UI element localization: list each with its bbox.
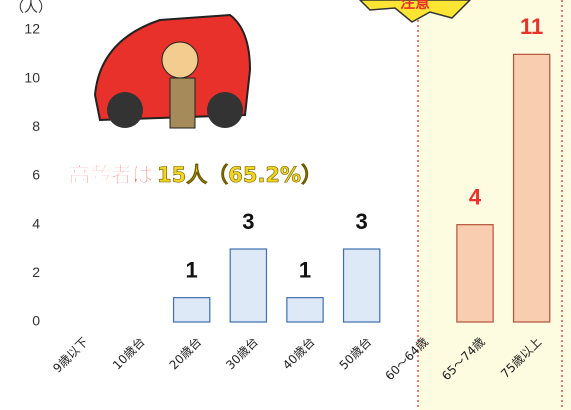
value-label: 3 [356, 209, 368, 234]
bar [287, 298, 323, 322]
x-tick-label: 40歳台 [279, 334, 317, 372]
value-label: 3 [242, 209, 254, 234]
y-axis-label: （人） [10, 0, 52, 16]
annotation: 高齢者は [69, 163, 153, 187]
bar [174, 298, 210, 322]
x-tick-label: 10歳台 [109, 334, 147, 372]
annotation: 15人（65.2%） [157, 163, 322, 187]
x-tick-label: 20歳台 [166, 334, 204, 372]
bar [514, 54, 550, 322]
bar [344, 249, 380, 322]
y-tick-label: 10 [24, 69, 40, 85]
value-label: 1 [299, 257, 311, 282]
bar [230, 249, 266, 322]
x-tick-label: 30歳台 [223, 334, 261, 372]
value-label: 11 [520, 14, 543, 39]
bar [457, 225, 493, 322]
illustration [95, 15, 250, 128]
y-tick-label: 2 [32, 264, 40, 280]
value-label: 4 [469, 184, 482, 209]
y-tick-label: 12 [24, 21, 40, 37]
y-tick-label: 4 [32, 215, 40, 231]
badge-text: 注意 [400, 0, 430, 12]
chart: 注意 （人） 高齢者は 15人（65.2%） 0 2 4 6 8 10 12 9歳以下 10歳台… [0, 0, 571, 410]
y-tick-label: 8 [32, 118, 40, 134]
y-tick-label: 6 [32, 167, 40, 183]
x-tick-label: 9歳以下 [50, 335, 91, 376]
x-tick-label: 50歳台 [336, 334, 374, 372]
value-label: 1 [186, 257, 198, 282]
y-tick-label: 0 [32, 313, 40, 329]
